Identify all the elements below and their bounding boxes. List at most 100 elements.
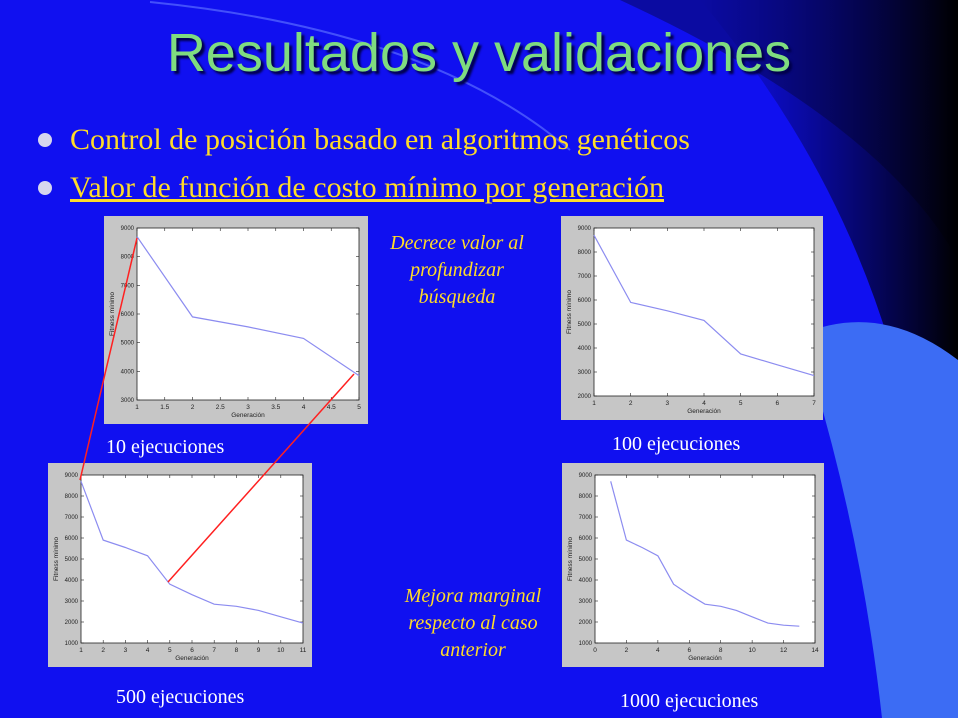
- chart-100-ejecuciones: 1 2 3 4 5 6 7 2000 3000 4000 5000 6000 7000 8000 9000 G…: [566, 226, 816, 415]
- x-tick-label: 4: [656, 647, 660, 654]
- y-axis-label: Fitness mínimo: [109, 292, 116, 336]
- y-tick-label: 4000: [579, 578, 593, 584]
- y-tick-label: 5000: [578, 322, 592, 328]
- slide-title: Resultados y validaciones: [166, 23, 792, 83]
- y-tick-label: 3000: [579, 599, 593, 605]
- x-tick-label: 3: [124, 647, 128, 654]
- x-axis-label: Generación: [688, 655, 722, 662]
- series-line: [80, 481, 304, 624]
- x-tick-label: 2: [629, 400, 633, 407]
- y-tick-label: 9000: [121, 226, 135, 232]
- note-line: respecto al caso: [408, 612, 538, 634]
- x-tick-label: 4.5: [327, 404, 336, 411]
- x-tick-label: 1: [135, 404, 139, 411]
- y-tick-label: 8000: [65, 494, 79, 500]
- y-tick-label: 7000: [579, 515, 593, 521]
- series-line: [610, 481, 800, 627]
- bullet-item: Valor de función de costo mínimo por gen…: [34, 164, 690, 212]
- plot-area: [594, 474, 816, 644]
- y-tick-label: 6000: [579, 536, 593, 542]
- x-tick-label: 4: [146, 647, 150, 654]
- x-tick-label: 7: [812, 400, 816, 407]
- x-tick-label: 1: [592, 400, 596, 407]
- chart-1000-ejecuciones: 0 2 4 6 8 10 12 14 1000 2000 3000 4000 5000 6000 7000 8…: [567, 473, 819, 662]
- y-tick-label: 1000: [65, 641, 79, 647]
- chart-10-ejecuciones: 1 1.5 2 2.5 3 3.5 4 4.5 5 3000 4000 5000 6000 7000 800…: [109, 226, 361, 419]
- y-tick-label: 9000: [65, 473, 79, 479]
- y-tick-label: 4000: [578, 346, 592, 352]
- y-tick-label: 1000: [579, 641, 593, 647]
- x-tick-label: 3.5: [271, 404, 280, 411]
- y-tick-label: 5000: [65, 557, 79, 563]
- x-tick-label: 5: [357, 404, 361, 411]
- bullet-list: Control de posición basado en algoritmos…: [34, 116, 690, 212]
- chart-panel-10: 1 1.5 2 2.5 3 3.5 4 4.5 5 3000 4000 5000 6000 7000 800…: [104, 216, 368, 424]
- y-tick-label: 6000: [65, 536, 79, 542]
- y-tick-label: 2000: [65, 620, 79, 626]
- plot-area: [593, 227, 815, 397]
- y-axis-label: Fitness mínimo: [567, 537, 574, 581]
- x-tick-label: 4: [302, 404, 306, 411]
- x-tick-label: 6: [776, 400, 780, 407]
- y-tick-label: 2000: [578, 394, 592, 400]
- x-tick-label: 2: [625, 647, 629, 654]
- x-tick-label: 10: [277, 647, 285, 654]
- chart-panel-1000: 0 2 4 6 8 10 12 14 1000 2000 3000 4000 5000 6000 7000 8…: [562, 463, 824, 667]
- x-tick-label: 1.5: [160, 404, 169, 411]
- bullet-text-link[interactable]: Valor de función de costo mínimo por gen…: [70, 171, 664, 204]
- y-axis-label: Fitness mínimo: [566, 290, 573, 334]
- bullet-text: Control de posición basado en algoritmos…: [70, 123, 690, 156]
- caption-500: 500 ejecuciones: [116, 686, 245, 708]
- x-axis-label: Generación: [175, 655, 209, 662]
- x-tick-label: 3: [666, 400, 670, 407]
- x-tick-label: 2: [191, 404, 195, 411]
- x-tick-label: 1: [79, 647, 83, 654]
- y-tick-label: 2000: [579, 620, 593, 626]
- y-tick-label: 7000: [121, 283, 135, 289]
- y-tick-label: 4000: [121, 369, 135, 375]
- note-line: anterior: [440, 639, 506, 661]
- y-tick-label: 6000: [578, 298, 592, 304]
- y-tick-label: 9000: [578, 226, 592, 232]
- chart-panel-100: 1 2 3 4 5 6 7 2000 3000 4000 5000 6000 7000 8000 9000 G…: [561, 216, 823, 420]
- x-tick-label: 0: [593, 647, 597, 654]
- note-line: Decrece valor al: [390, 232, 524, 254]
- caption-1000: 1000 ejecuciones: [620, 690, 759, 712]
- chart-500-ejecuciones: 1 2 3 4 5 6 7 8 9 10 11 1000 2000 3000 4000 5000 6000 700…: [53, 473, 307, 662]
- y-tick-label: 3000: [121, 398, 135, 404]
- y-tick-label: 5000: [121, 341, 135, 347]
- bullet-dot-icon: [38, 133, 52, 147]
- x-tick-label: 3: [246, 404, 250, 411]
- y-tick-label: 8000: [578, 250, 592, 256]
- bullet-dot-icon: [38, 181, 52, 195]
- x-tick-label: 8: [235, 647, 239, 654]
- y-tick-label: 8000: [579, 494, 593, 500]
- x-tick-label: 5: [739, 400, 743, 407]
- series-line: [136, 236, 360, 377]
- y-tick-label: 4000: [65, 578, 79, 584]
- caption-100: 100 ejecuciones: [612, 433, 741, 455]
- y-tick-label: 3000: [578, 370, 592, 376]
- series-line: [593, 234, 815, 377]
- x-tick-label: 6: [687, 647, 691, 654]
- y-tick-label: 6000: [121, 312, 135, 318]
- x-tick-label: 9: [257, 647, 261, 654]
- y-tick-label: 7000: [65, 515, 79, 521]
- x-tick-label: 4: [702, 400, 706, 407]
- y-axis-label: Fitness mínimo: [53, 537, 60, 581]
- x-tick-label: 5: [168, 647, 172, 654]
- note-line: profundizar: [410, 259, 504, 281]
- note-mejora: Mejora marginal respecto al caso anterio…: [386, 583, 560, 664]
- x-tick-label: 2: [101, 647, 105, 654]
- plot-area: [80, 474, 304, 644]
- y-tick-label: 7000: [578, 274, 592, 280]
- x-tick-label: 8: [719, 647, 723, 654]
- chart-panel-500: 1 2 3 4 5 6 7 8 9 10 11 1000 2000 3000 4000 5000 6000 700…: [48, 463, 312, 667]
- x-tick-label: 6: [190, 647, 194, 654]
- x-axis-label: Generación: [231, 412, 265, 419]
- y-tick-label: 9000: [579, 473, 593, 479]
- note-line: Mejora marginal: [404, 585, 542, 607]
- x-tick-label: 2.5: [216, 404, 225, 411]
